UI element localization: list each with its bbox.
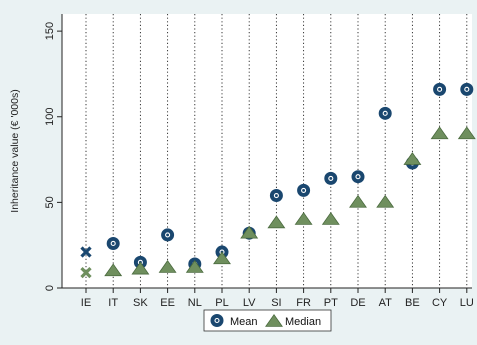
y-axis-title: Inheritance value (€ '000s) <box>9 89 21 212</box>
mean-point-it <box>107 237 120 250</box>
legend-mean-circle <box>211 314 224 327</box>
mean-point-fr <box>297 184 310 197</box>
mean-point-ee <box>161 228 174 241</box>
plot-area <box>62 14 472 288</box>
x-tick-label-fr: FR <box>296 297 311 309</box>
x-tick-label-be: BE <box>405 297 420 309</box>
x-tick-label-cy: CY <box>432 297 448 309</box>
x-tick-label-de: DE <box>350 297 365 309</box>
legend-label-median: Median <box>285 316 321 328</box>
y-tick-label-150: 150 <box>44 22 56 40</box>
mean-point-si <box>270 189 283 202</box>
x-tick-label-ie: IE <box>81 297 91 309</box>
mean-point-cy <box>433 83 446 96</box>
y-axis-ticks: 0 50 100 150 <box>44 22 62 291</box>
y-tick-label-100: 100 <box>44 108 56 126</box>
mean-point-lu <box>460 83 473 96</box>
mean-point-at <box>379 107 392 120</box>
x-tick-label-pl: PL <box>215 297 228 309</box>
x-tick-label-pt: PT <box>324 297 338 309</box>
x-tick-label-at: AT <box>379 297 393 309</box>
legend-label-mean: Mean <box>230 316 258 328</box>
x-tick-label-sk: SK <box>133 297 148 309</box>
x-axis-ticks: IE IT SK EE NL PL LV SI FR PT DE AT BE CY LU <box>81 288 474 309</box>
x-tick-label-it: IT <box>108 297 118 309</box>
y-tick-label-50: 50 <box>44 196 56 208</box>
x-tick-label-lu: LU <box>460 297 474 309</box>
mean-point-pt <box>324 172 337 185</box>
x-tick-label-lv: LV <box>243 297 256 309</box>
y-tick-label-0: 0 <box>44 285 56 291</box>
legend: Mean Median <box>204 310 331 331</box>
legend-mean-marker <box>211 314 224 327</box>
x-tick-label-si: SI <box>271 297 281 309</box>
x-tick-label-nl: NL <box>188 297 202 309</box>
mean-point-de <box>352 170 365 183</box>
x-tick-label-ee: EE <box>160 297 175 309</box>
